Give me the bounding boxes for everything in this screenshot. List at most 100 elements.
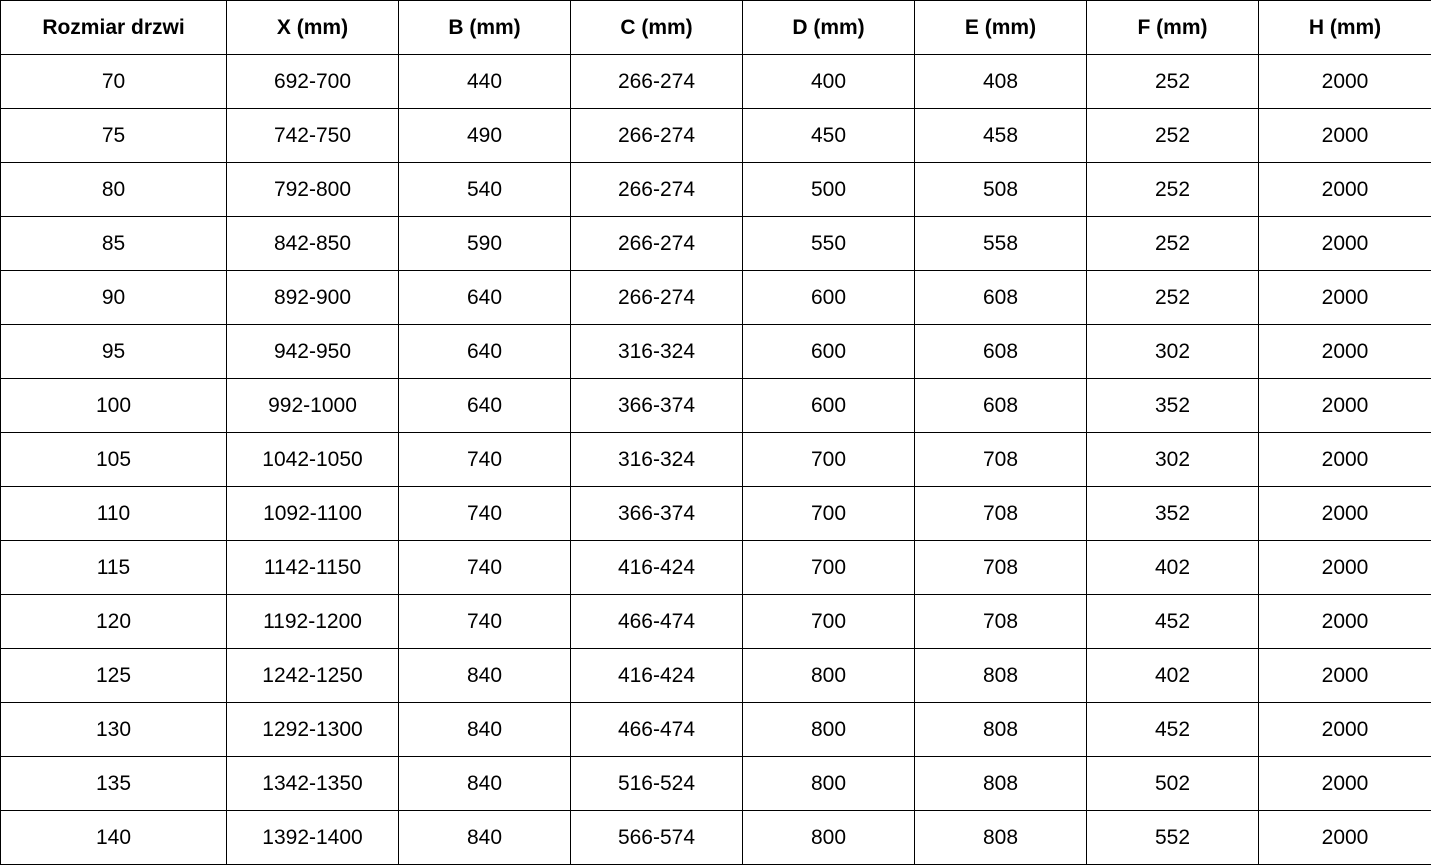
table-cell: 2000 [1258,108,1431,163]
table-cell: 2000 [1258,54,1431,109]
table-cell: 502 [1086,756,1259,811]
table-row: 75 742-750 490 266-274 450 458 252 2000 [0,108,1431,163]
table-cell: 110 [0,486,227,541]
table-cell: 808 [914,810,1087,865]
table-cell: 700 [742,594,915,649]
table-cell: 808 [914,702,1087,757]
column-header: E (mm) [914,0,1087,55]
table-row: 125 1242-1250 840 416-424 800 808 402 2000 [0,648,1431,703]
table-cell: 600 [742,378,915,433]
column-header: B (mm) [398,0,571,55]
table-cell: 808 [914,648,1087,703]
table-cell: 125 [0,648,227,703]
table-cell: 416-424 [570,540,743,595]
table-cell: 402 [1086,540,1259,595]
column-header: Rozmiar drzwi [0,0,227,55]
table-cell: 640 [398,270,571,325]
table-cell: 2000 [1258,216,1431,271]
table-cell: 458 [914,108,1087,163]
table-cell: 516-524 [570,756,743,811]
table-cell: 892-900 [226,270,399,325]
table-row: 95 942-950 640 316-324 600 608 302 2000 [0,324,1431,379]
table-cell: 466-474 [570,594,743,649]
table-cell: 740 [398,432,571,487]
table-cell: 692-700 [226,54,399,109]
table-cell: 366-374 [570,378,743,433]
table-cell: 640 [398,378,571,433]
table-cell: 708 [914,432,1087,487]
table-cell: 942-950 [226,324,399,379]
table-cell: 808 [914,756,1087,811]
table-cell: 115 [0,540,227,595]
table-cell: 95 [0,324,227,379]
table-cell: 840 [398,648,571,703]
table-cell: 1242-1250 [226,648,399,703]
table-cell: 842-850 [226,216,399,271]
table-cell: 2000 [1258,702,1431,757]
table-row: 70 692-700 440 266-274 400 408 252 2000 [0,54,1431,109]
table-cell: 708 [914,486,1087,541]
table-cell: 135 [0,756,227,811]
table-cell: 452 [1086,702,1259,757]
table-cell: 252 [1086,216,1259,271]
table-cell: 105 [0,432,227,487]
table-cell: 600 [742,324,915,379]
table-cell: 440 [398,54,571,109]
column-header: D (mm) [742,0,915,55]
table-cell: 840 [398,756,571,811]
table-cell: 2000 [1258,648,1431,703]
table-cell: 800 [742,702,915,757]
table-cell: 508 [914,162,1087,217]
table-cell: 2000 [1258,540,1431,595]
table-row: 120 1192-1200 740 466-474 700 708 452 2000 [0,594,1431,649]
table-cell: 800 [742,756,915,811]
table-cell: 2000 [1258,594,1431,649]
table-cell: 266-274 [570,54,743,109]
column-header: H (mm) [1258,0,1431,55]
column-header: X (mm) [226,0,399,55]
table-cell: 302 [1086,324,1259,379]
table-cell: 590 [398,216,571,271]
table-cell: 708 [914,540,1087,595]
table-cell: 1292-1300 [226,702,399,757]
column-header: C (mm) [570,0,743,55]
table-cell: 266-274 [570,216,743,271]
table-cell: 316-324 [570,324,743,379]
table-cell: 316-324 [570,432,743,487]
table-cell: 552 [1086,810,1259,865]
table-cell: 540 [398,162,571,217]
table-cell: 700 [742,486,915,541]
table-cell: 2000 [1258,162,1431,217]
table-cell: 550 [742,216,915,271]
column-header: F (mm) [1086,0,1259,55]
table-row: 100 992-1000 640 366-374 600 608 352 2000 [0,378,1431,433]
table-cell: 70 [0,54,227,109]
table-cell: 2000 [1258,486,1431,541]
table-cell: 740 [398,540,571,595]
table-cell: 600 [742,270,915,325]
table-cell: 792-800 [226,162,399,217]
table-cell: 450 [742,108,915,163]
table-cell: 2000 [1258,270,1431,325]
table-cell: 2000 [1258,756,1431,811]
table-cell: 130 [0,702,227,757]
table-cell: 266-274 [570,270,743,325]
table-row: 135 1342-1350 840 516-524 800 808 502 2000 [0,756,1431,811]
table-cell: 2000 [1258,432,1431,487]
table-cell: 500 [742,162,915,217]
table-cell: 252 [1086,108,1259,163]
table-cell: 266-274 [570,162,743,217]
table-cell: 2000 [1258,324,1431,379]
table-cell: 75 [0,108,227,163]
table-cell: 700 [742,432,915,487]
table-cell: 490 [398,108,571,163]
table-cell: 120 [0,594,227,649]
table-row: 140 1392-1400 840 566-574 800 808 552 2000 [0,810,1431,865]
table-cell: 266-274 [570,108,743,163]
table-row: 85 842-850 590 266-274 550 558 252 2000 [0,216,1431,271]
table-cell: 85 [0,216,227,271]
table-cell: 252 [1086,270,1259,325]
table-cell: 416-424 [570,648,743,703]
header-row: Rozmiar drzwi X (mm) B (mm) C (mm) D (mm) E (… [0,0,1431,55]
